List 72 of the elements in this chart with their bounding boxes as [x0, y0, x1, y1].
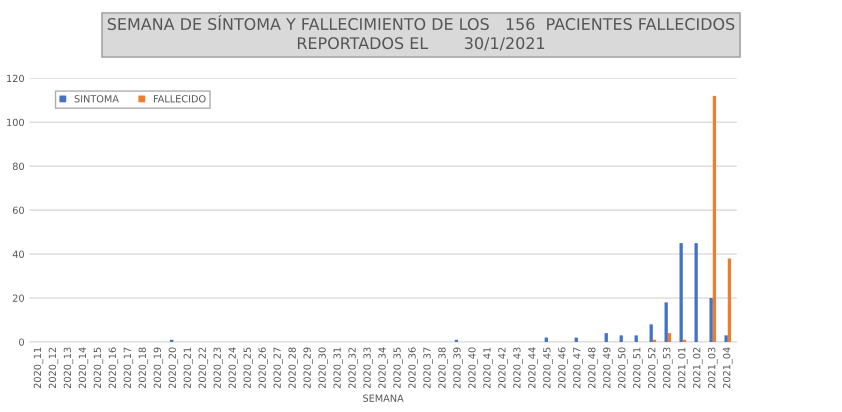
bar [712, 96, 716, 342]
x-tick-label: 2020_50 [618, 347, 628, 388]
bar [664, 302, 668, 342]
x-tick-label: 2020_21 [184, 348, 194, 388]
y-tick-label: 100 [7, 118, 24, 126]
bar [668, 333, 672, 342]
x-tick-label: 2020_15 [94, 348, 104, 388]
bar [728, 258, 732, 342]
bar [634, 335, 638, 342]
x-tick-label: 2020_33 [363, 348, 373, 388]
chart-title: SEMANA DE SÍNTOMA Y FALLECIMIENTO DE LOS 156 PACIENTES FALLECIDOS REPORTADOS EL 30/1/2021 [108, 15, 734, 50]
x-tick-label: 2020_38 [438, 347, 448, 388]
y-tick-label: 60 [12, 206, 24, 214]
x-tick-label: 2020_13 [64, 348, 74, 388]
bar [650, 324, 653, 342]
x-tick-label: 2020_36 [408, 347, 418, 388]
bar [620, 335, 623, 342]
x-tick-label: 2020_22 [198, 348, 208, 388]
x-tick-label: 2021_04 [723, 347, 733, 388]
bar [574, 338, 578, 342]
x-tick-label: 2020_24 [228, 347, 238, 388]
x-tick-label: 2020_49 [603, 348, 613, 388]
y-tick-label: 20 [12, 294, 24, 302]
x-tick-label: 2020_37 [423, 348, 433, 388]
x-tick-label: 2020_34 [378, 347, 388, 388]
x-tick-label: 2020_40 [468, 347, 478, 388]
x-tick-label: 2020_20 [168, 347, 178, 388]
y-tick-label: 80 [12, 162, 24, 170]
y-tick-label: 120 [7, 74, 24, 82]
x-tick-label: 2020_39 [453, 348, 463, 388]
x-tick-label: 2020_26 [258, 347, 268, 388]
x-tick-label: 2020_30 [318, 347, 328, 388]
x-tick-label: 2020_14 [78, 347, 88, 388]
x-tick-label: 2020_42 [498, 348, 508, 388]
x-tick-label: 2020_17 [124, 348, 134, 388]
x-tick-label: 2020_35 [393, 348, 403, 388]
x-tick-label: 2020_32 [348, 348, 358, 388]
bar [544, 338, 548, 342]
x-tick-label: 2020_16 [108, 347, 118, 388]
x-tick-label: 2021_01 [678, 348, 688, 388]
x-tick-label: 2020_25 [243, 348, 253, 388]
x-tick-label: 2020_51 [633, 348, 643, 388]
x-tick-label: 2021_03 [708, 348, 718, 388]
x-tick-label: 2020_27 [273, 348, 283, 388]
x-tick-label: 2020_29 [303, 348, 313, 388]
bar [680, 243, 683, 342]
x-tick-label: 2020_52 [648, 348, 658, 388]
legend-label: SINTOMA [74, 95, 119, 102]
x-tick-label: 2020_18 [138, 347, 148, 388]
x-tick-label: 2020_45 [543, 348, 553, 388]
x-tick-label: 2020_28 [288, 347, 298, 388]
y-tick-label: 0 [19, 338, 24, 346]
x-tick-label: 2020_31 [333, 348, 343, 388]
x-tick-label: 2020_46 [558, 347, 568, 388]
y-tick-label: 40 [12, 250, 24, 258]
bar [694, 243, 698, 342]
x-tick-label: 2020_11 [34, 348, 44, 388]
bar [604, 333, 608, 342]
x-tick-label: 2020_53 [663, 348, 673, 388]
x-tick-label: 2020_12 [48, 348, 58, 388]
x-tick-label: 2020_44 [528, 347, 538, 388]
x-tick-label: 2020_47 [573, 348, 583, 388]
x-tick-label: 2020_48 [588, 347, 598, 388]
x-tick-label: 2020_23 [214, 348, 224, 388]
x-tick-label: 2020_19 [154, 348, 164, 388]
x-tick-label: 2021_02 [693, 348, 703, 388]
x-tick-label: 2020_43 [513, 348, 523, 388]
bar [709, 298, 713, 342]
bar [724, 335, 728, 342]
x-tick-label: 2020_41 [483, 348, 493, 388]
legend-label: FALLECIDO [154, 95, 206, 102]
x-axis-title: SEMANA [363, 394, 404, 402]
